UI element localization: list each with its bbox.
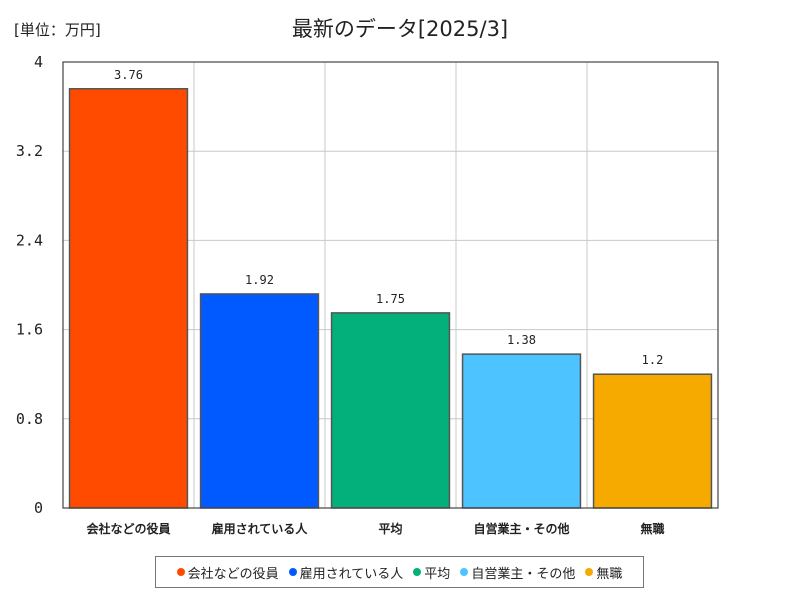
- data-labels: 3.76 1.92 1.75 1.38 1.2: [114, 68, 663, 367]
- plot-area-frame: [62, 61, 719, 509]
- bar-0: [68, 88, 189, 509]
- legend-label: 自営業主・その他: [471, 566, 576, 582]
- unit-label: [単位：万円]: [14, 21, 101, 39]
- bar-chart: 0 0.8 1.6 2.4 3.2 4 3.76 1.92 1.75 1.38 1.2 会社などの…: [16, 53, 719, 536]
- x-tick-label: 平均: [378, 521, 402, 536]
- y-tick-label: 2.4: [16, 231, 43, 249]
- y-tick-label: 4: [34, 53, 43, 71]
- bar-4: [592, 373, 713, 509]
- legend-dot-icon: [460, 568, 469, 576]
- chart-title: 最新のデータ[2025/3]: [291, 17, 509, 41]
- y-tick-label: 0: [34, 499, 43, 517]
- legend-dot-icon: [585, 568, 594, 576]
- data-label: 1.38: [507, 333, 536, 347]
- bar-3: [461, 353, 582, 509]
- legend-label: 平均: [424, 566, 451, 582]
- legend-item: 会社などの役員: [176, 563, 279, 582]
- legend-item: 平均: [413, 563, 450, 582]
- x-tick-label: 雇用されている人: [212, 521, 309, 536]
- y-tick-label: 0.8: [16, 410, 43, 428]
- x-tick-label: 自営業主・その他: [473, 521, 569, 536]
- data-label: 1.2: [642, 353, 664, 367]
- legend-item: 自営業主・その他: [460, 563, 575, 582]
- legend-label: 無職: [596, 566, 623, 582]
- legend-label: 会社などの役員: [187, 566, 279, 582]
- legend-dot-icon: [176, 568, 185, 576]
- y-tick-label: 1.6: [16, 321, 43, 339]
- legend-item: 雇用されている人: [288, 563, 404, 582]
- legend: 会社などの役員 雇用されている人 平均 自営業主・その他 無職: [155, 556, 644, 588]
- bars: [68, 88, 713, 509]
- legend-dot-icon: [288, 568, 297, 576]
- legend-dot-icon: [413, 568, 422, 576]
- legend-label: 雇用されている人: [299, 566, 404, 582]
- x-tick-label: 会社などの役員: [86, 521, 170, 536]
- bar-2: [330, 312, 451, 509]
- y-tick-labels: 0 0.8 1.6 2.4 3.2 4: [16, 53, 43, 517]
- vertical-gridlines: [193, 62, 588, 508]
- legend-item: 無職: [585, 563, 622, 582]
- data-label: 1.75: [376, 292, 405, 306]
- bar-1: [199, 293, 320, 509]
- x-tick-label: 無職: [640, 521, 664, 536]
- data-label: 3.76: [114, 68, 143, 82]
- data-label: 1.92: [245, 273, 274, 287]
- y-tick-label: 3.2: [16, 142, 43, 160]
- x-tick-labels: 会社などの役員 雇用されている人 平均 自営業主・その他 無職: [86, 521, 664, 536]
